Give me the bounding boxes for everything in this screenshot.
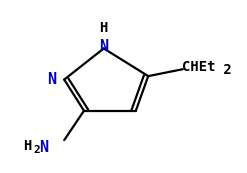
Text: 2: 2 (215, 63, 232, 77)
Text: N: N (47, 72, 56, 87)
Text: N: N (99, 39, 108, 54)
Text: CHEt: CHEt (182, 60, 215, 74)
Text: N: N (39, 140, 48, 155)
Text: H: H (23, 139, 32, 153)
Text: 2: 2 (33, 145, 40, 155)
Text: H: H (100, 21, 108, 35)
